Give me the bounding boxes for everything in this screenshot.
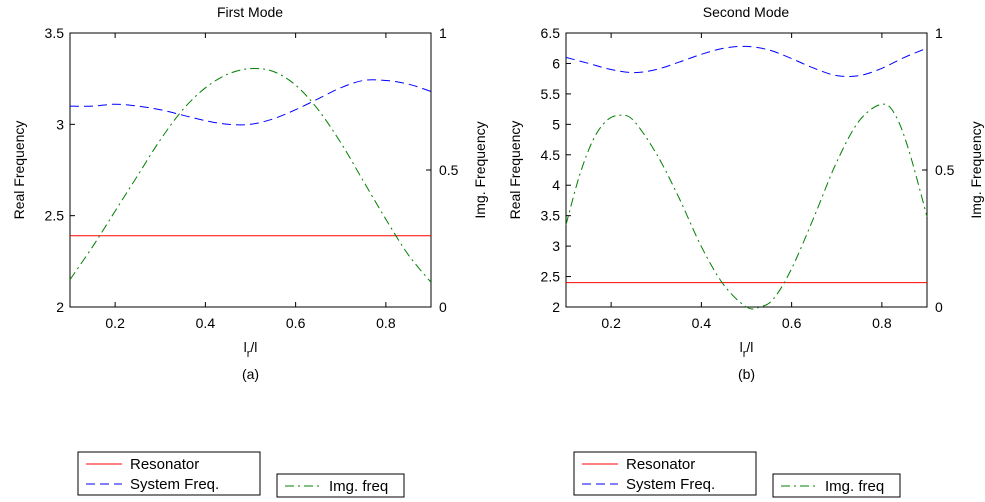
chart-title: First Mode [217, 4, 283, 20]
plot-area [69, 32, 432, 308]
x-tick-label: 0.6 [286, 315, 306, 331]
y-tick-label: 5 [552, 116, 560, 132]
legend-box-1: Resonator System Freq. [573, 451, 757, 496]
y2-tick-label: 0 [439, 299, 447, 315]
x-tick-label: 0.4 [692, 315, 712, 331]
x-tick-label: 0.8 [872, 315, 892, 331]
legend-frame [276, 473, 405, 498]
y-tick-label: 2.5 [45, 208, 65, 224]
y-tick-label: 3 [56, 116, 64, 132]
x-axis-label: lr/l [244, 339, 258, 360]
chart-title: Second Mode [703, 4, 790, 20]
x-tick-label: 0.2 [105, 315, 125, 331]
legend-entry-label: Resonator [626, 456, 695, 473]
y2-tick-label: 0 [935, 299, 943, 315]
y2-axis-label: Img. Frequency [968, 121, 984, 218]
y2-tick-label: 1 [935, 25, 943, 41]
legend-frame [573, 451, 757, 496]
legend-entry-label: Resonator [130, 456, 199, 473]
chart-panel-1: First Mode 0.2 0.4 0.6 0.8 2 2.5 3 3.5 0 0.5 1 Real … [11, 4, 488, 498]
y-tick-label: 4.5 [541, 147, 561, 163]
x-tick-label: 0.6 [782, 315, 802, 331]
legend-box-1: Resonator System Freq. [77, 451, 261, 496]
y-tick-label: 3.5 [45, 25, 65, 41]
legend-box-2: Img. freq [772, 473, 901, 498]
chart-panel-2: Second Mode 0.2 0.4 0.6 0.8 2 2.5 3 3.5 4 4.5 5 5.5 6… [507, 4, 984, 498]
y-tick-label: 4 [552, 177, 560, 193]
y2-tick-label: 1 [439, 25, 447, 41]
legend-entry-label: Img. freq [329, 478, 388, 495]
y2-tick-label: 0.5 [439, 162, 459, 178]
y2-tick-label: 0.5 [935, 162, 955, 178]
panel-caption: (b) [738, 366, 755, 382]
y-tick-label: 3.5 [541, 208, 561, 224]
series-line-system-freq [565, 45, 928, 77]
legend-entry-label: Img. freq [825, 478, 884, 495]
y-tick-label: 2.5 [541, 269, 561, 285]
y-tick-label: 2 [56, 299, 64, 315]
series-line-img-freq [69, 67, 432, 283]
legend-box-2: Img. freq [276, 473, 405, 498]
y-tick-label: 2 [552, 299, 560, 315]
legend-frame [77, 451, 261, 496]
x-tick-label: 0.4 [196, 315, 216, 331]
y2-axis-label: Img. Frequency [472, 121, 488, 218]
legend-entry-label: System Freq. [626, 476, 715, 493]
panel-caption: (a) [242, 366, 259, 382]
x-axis-label: lr/l [740, 339, 754, 360]
legend-entry-label: System Freq. [130, 476, 219, 493]
legend-frame [772, 473, 901, 498]
y-axis-label: Real Frequency [507, 121, 523, 220]
plot-area [565, 32, 928, 308]
series-line-img-freq [565, 103, 928, 310]
series-line-system-freq [69, 79, 432, 126]
y-tick-label: 3 [552, 238, 560, 254]
x-tick-label: 0.8 [376, 315, 396, 331]
y-tick-label: 5.5 [541, 86, 561, 102]
y-tick-label: 6.5 [541, 25, 561, 41]
y-tick-label: 6 [552, 55, 560, 71]
x-tick-label: 0.2 [601, 315, 621, 331]
y-axis-label: Real Frequency [11, 121, 27, 220]
